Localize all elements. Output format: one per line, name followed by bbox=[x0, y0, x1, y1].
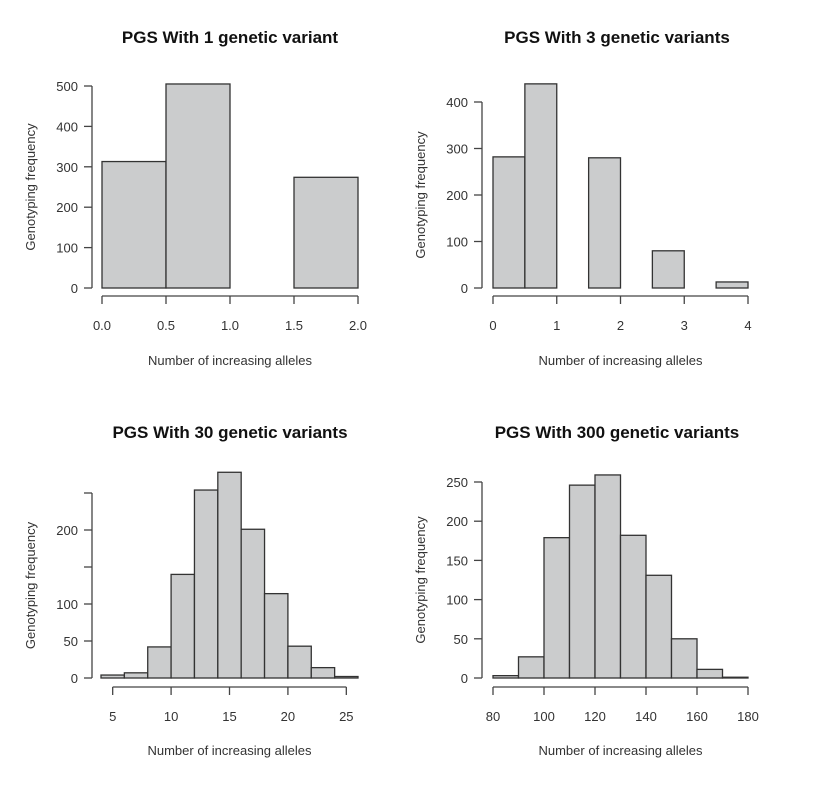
y-tick-label: 200 bbox=[56, 200, 78, 215]
histogram-bar bbox=[165, 83, 231, 289]
x-axis-label: Number of increasing alleles bbox=[538, 743, 703, 758]
histogram-bar bbox=[594, 474, 622, 679]
y-axis-label: Genotyping frequency bbox=[413, 131, 428, 259]
y-tick-label: 300 bbox=[56, 160, 78, 175]
histogram-bar bbox=[587, 157, 622, 289]
y-tick-label: 100 bbox=[446, 235, 468, 250]
x-tick-label: 120 bbox=[584, 709, 606, 724]
x-tick-label: 0 bbox=[489, 318, 496, 333]
x-tick-label: 4 bbox=[744, 318, 751, 333]
y-tick-label: 200 bbox=[56, 523, 78, 538]
histogram-bar bbox=[721, 676, 749, 679]
y-axis-label: Genotyping frequency bbox=[23, 123, 38, 251]
histogram-bar bbox=[293, 176, 359, 289]
x-tick-label: 2.0 bbox=[349, 318, 367, 333]
x-axis-label: Number of increasing alleles bbox=[538, 353, 703, 368]
x-tick-label: 2 bbox=[617, 318, 624, 333]
x-tick-label: 80 bbox=[486, 709, 500, 724]
histogram-bar bbox=[543, 537, 571, 679]
y-tick-label: 50 bbox=[64, 634, 78, 649]
x-tick-label: 1.0 bbox=[221, 318, 239, 333]
chart-title: PGS With 30 genetic variants bbox=[112, 423, 347, 442]
histogram-bar bbox=[101, 160, 167, 289]
y-tick-label: 400 bbox=[56, 119, 78, 134]
chart-title: PGS With 3 genetic variants bbox=[504, 28, 730, 47]
histogram-bar bbox=[619, 534, 647, 679]
y-tick-label: 0 bbox=[71, 671, 78, 686]
x-axis-label: Number of increasing alleles bbox=[147, 743, 312, 758]
histogram-panel-4: PGS With 300 genetic variants 0 50 100 150 20… bbox=[413, 423, 759, 758]
histogram-panel-3: PGS With 30 genetic variants 0 50 100 200 5 10… bbox=[23, 423, 359, 758]
y-tick-label: 200 bbox=[446, 514, 468, 529]
chart-title: PGS With 300 genetic variants bbox=[495, 423, 740, 442]
y-tick-label: 200 bbox=[446, 188, 468, 203]
histogram-bar bbox=[310, 666, 336, 679]
histogram-bar bbox=[333, 675, 359, 679]
x-tick-label: 10 bbox=[164, 709, 178, 724]
y-tick-label: 250 bbox=[446, 475, 468, 490]
y-tick-label: 0 bbox=[461, 281, 468, 296]
histogram-bar bbox=[696, 668, 724, 679]
histogram-bar bbox=[287, 645, 312, 679]
histogram-bar bbox=[193, 489, 219, 679]
x-tick-label: 0.5 bbox=[157, 318, 175, 333]
y-tick-label: 0 bbox=[461, 671, 468, 686]
y-tick-label: 0 bbox=[71, 281, 78, 296]
histogram-bar bbox=[100, 674, 126, 679]
histogram-bar bbox=[492, 156, 526, 289]
y-tick-label: 150 bbox=[446, 553, 468, 568]
y-tick-label: 100 bbox=[56, 241, 78, 256]
y-tick-label: 400 bbox=[446, 95, 468, 110]
x-tick-label: 0.0 bbox=[93, 318, 111, 333]
x-tick-label: 180 bbox=[737, 709, 759, 724]
histogram-bar bbox=[147, 646, 172, 679]
histogram-bar bbox=[170, 573, 196, 679]
y-tick-label: 100 bbox=[446, 593, 468, 608]
chart-title: PGS With 1 genetic variant bbox=[122, 28, 339, 47]
x-tick-label: 100 bbox=[533, 709, 555, 724]
histogram-bar bbox=[715, 281, 749, 289]
histogram-panel-1: PGS With 1 genetic variant 0 100 200 300 400 5… bbox=[23, 28, 367, 368]
x-tick-label: 140 bbox=[635, 709, 657, 724]
histogram-bar bbox=[123, 672, 149, 679]
x-tick-label: 1 bbox=[553, 318, 560, 333]
histogram-bar bbox=[263, 592, 289, 679]
y-axis-label: Genotyping frequency bbox=[23, 521, 38, 649]
y-tick-label: 500 bbox=[56, 79, 78, 94]
histogram-bar bbox=[651, 250, 685, 289]
histogram-bar bbox=[517, 656, 545, 679]
x-tick-label: 25 bbox=[339, 709, 353, 724]
x-axis-label: Number of increasing alleles bbox=[148, 353, 313, 368]
x-tick-label: 20 bbox=[281, 709, 295, 724]
y-axis-label: Genotyping frequency bbox=[413, 516, 428, 644]
histogram-bar bbox=[645, 574, 673, 679]
y-tick-label: 50 bbox=[454, 632, 468, 647]
histogram-bar bbox=[670, 638, 698, 679]
x-tick-label: 15 bbox=[222, 709, 236, 724]
histogram-bar bbox=[217, 471, 242, 679]
histogram-bar bbox=[524, 83, 558, 289]
x-tick-label: 1.5 bbox=[285, 318, 303, 333]
x-tick-label: 5 bbox=[109, 709, 116, 724]
x-tick-label: 3 bbox=[681, 318, 688, 333]
x-tick-label: 160 bbox=[686, 709, 708, 724]
histogram-bar bbox=[492, 674, 520, 679]
y-tick-label: 300 bbox=[446, 142, 468, 157]
histogram-bar bbox=[240, 528, 266, 679]
y-tick-label: 100 bbox=[56, 597, 78, 612]
histogram-panel-2: PGS With 3 genetic variants 0 100 200 300 400… bbox=[413, 28, 752, 368]
histogram-bar bbox=[568, 484, 596, 679]
